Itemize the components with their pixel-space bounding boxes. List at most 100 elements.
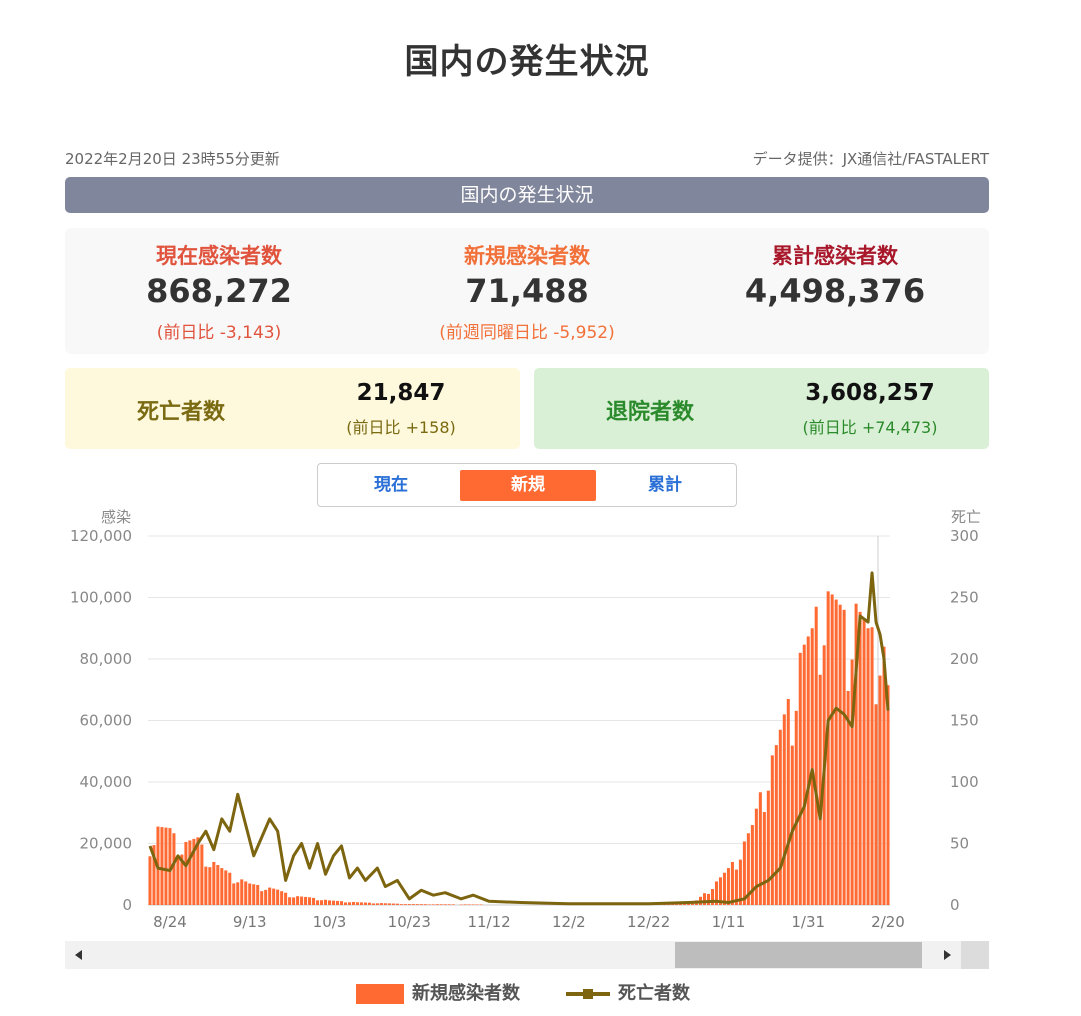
x-tick-label: 10/23 [388, 913, 431, 931]
cases-bar [439, 904, 443, 905]
cases-bar [734, 869, 738, 905]
recovered-panel: 退院者数 3,608,257 (前日比 +74,473) [534, 368, 989, 449]
cases-bar [359, 902, 363, 905]
cases-bar [300, 896, 304, 905]
cases-bar [714, 881, 718, 905]
cases-bar [854, 603, 858, 905]
cases-bar [858, 611, 862, 905]
x-tick-label: 10/3 [313, 913, 347, 931]
cases-bar [786, 698, 790, 905]
data-source: データ提供：JX通信社/FASTALERT [752, 150, 989, 168]
y-right-tick-label: 150 [950, 712, 979, 730]
cases-bar [479, 904, 483, 905]
cases-bar [355, 902, 359, 905]
cases-bar [726, 868, 730, 905]
cases-bar [794, 710, 798, 905]
cases-bar [260, 891, 264, 905]
tab-new[interactable]: 新規 [460, 470, 596, 501]
cases-bar [200, 844, 204, 905]
cases-bar [164, 827, 168, 905]
cases-bar [886, 685, 890, 905]
cases-bar [834, 599, 838, 905]
cases-bar [268, 887, 272, 905]
cases-bar [371, 903, 375, 905]
cases-bar [288, 897, 292, 905]
tab-current[interactable]: 現在 [374, 475, 408, 495]
stats-panel: 現在感染者数 868,272 (前日比 -3,143) 新規感染者数 71,48… [65, 228, 989, 354]
cases-bar [679, 903, 683, 905]
tab-total[interactable]: 累計 [648, 475, 682, 495]
y-right-tick-label: 50 [950, 835, 969, 853]
cases-bar [236, 882, 240, 905]
cases-bar [738, 859, 742, 905]
y-left-tick-label: 120,000 [70, 527, 132, 545]
cases-bar [762, 812, 766, 905]
cases-bar [216, 865, 220, 905]
legend-bar-swatch-icon [356, 984, 404, 1004]
cases-bar [256, 885, 260, 905]
y-left-tick-label: 100,000 [70, 589, 132, 607]
cases-bar [463, 904, 467, 905]
scroll-left-arrow-icon[interactable] [65, 941, 93, 969]
recovered-value: 3,608,257 [805, 380, 935, 406]
cases-bar [252, 884, 256, 905]
stat-total-label: 累計感染者数 [772, 244, 898, 268]
cases-bar [379, 903, 383, 905]
x-tick-label: 12/2 [552, 913, 586, 931]
cases-bar [814, 606, 818, 905]
cases-bar [316, 900, 320, 905]
cases-bar [403, 904, 407, 905]
scroll-corner [961, 941, 989, 969]
cases-bar [339, 901, 343, 905]
section-title-bar: 国内の発生状況 [65, 177, 989, 213]
x-tick-label: 2/20 [871, 913, 905, 931]
cases-bar [846, 690, 850, 905]
cases-bar [228, 872, 232, 905]
cases-bar [746, 833, 750, 905]
cases-bar [196, 837, 200, 905]
cases-bar [320, 900, 324, 905]
cases-bar [423, 904, 427, 905]
chart-scrollbar[interactable] [65, 941, 989, 969]
cases-bar [184, 841, 188, 905]
y-right-tick-label: 100 [950, 773, 979, 791]
cases-bar [335, 900, 340, 905]
cases-bar [710, 889, 714, 905]
legend-line-label: 死亡者数 [618, 983, 690, 1004]
scroll-right-arrow-icon[interactable] [933, 941, 961, 969]
cases-bar [838, 604, 842, 905]
cases-bar [467, 904, 471, 905]
cases-bar [415, 904, 419, 905]
cases-bar [248, 883, 252, 905]
cases-bar [770, 755, 774, 905]
legend-line-swatch-icon [566, 989, 610, 999]
y-left-tick-label: 40,000 [80, 773, 133, 791]
cases-bar [192, 838, 196, 905]
cases-bar [292, 897, 296, 905]
legend-bar-label: 新規感染者数 [412, 983, 520, 1004]
cases-bar [272, 888, 276, 905]
cases-bar [347, 902, 351, 905]
y-right-axis-label: 死亡 [951, 508, 981, 526]
stat-current-value: 868,272 [146, 272, 292, 310]
cases-bar [387, 903, 391, 905]
cases-bar [148, 856, 152, 905]
y-right-tick-label: 300 [950, 527, 979, 545]
cases-bar [331, 900, 336, 905]
cases-bar [706, 893, 711, 905]
cases-bar [754, 808, 758, 905]
deaths-line [148, 571, 890, 906]
stat-current-label: 現在感染者数 [156, 244, 282, 268]
cases-bar [806, 636, 810, 905]
updated-timestamp: 2022年2月20日 23時55分更新 [65, 150, 280, 168]
cases-bar [395, 903, 399, 905]
cases-bar [232, 883, 236, 905]
cases-bar [818, 674, 822, 905]
cases-bar [244, 881, 248, 905]
recovered-label: 退院者数 [606, 400, 695, 425]
cases-bar [407, 904, 411, 905]
scroll-thumb[interactable] [675, 942, 922, 968]
cases-bar [367, 902, 371, 905]
cases-bar [180, 854, 184, 905]
cases-bar [742, 841, 746, 905]
